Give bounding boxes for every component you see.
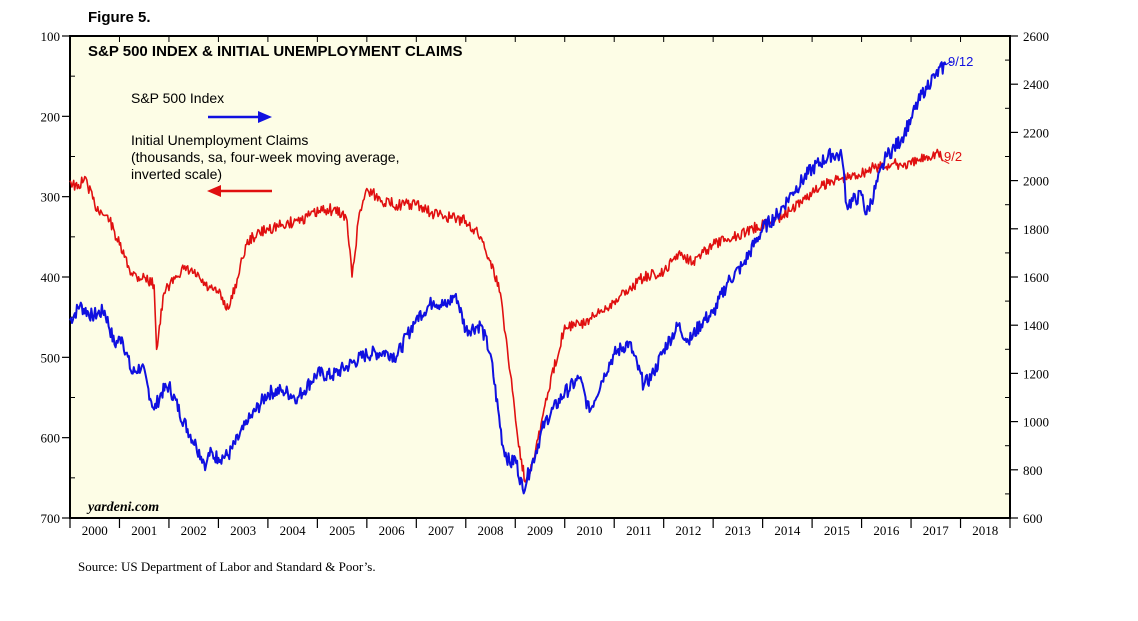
annotation-sp500-end: 9/12 <box>948 54 973 69</box>
sp500-end-leader <box>945 60 952 66</box>
source-note: Source: US Department of Labor and Stand… <box>78 559 376 574</box>
x-tick-label: 2010 <box>576 523 602 538</box>
right-tick-label: 1600 <box>1023 270 1049 285</box>
right-tick-label: 600 <box>1023 511 1043 526</box>
x-tick-label: 2000 <box>82 523 108 538</box>
x-tick-label: 2001 <box>131 523 157 538</box>
x-tick-label: 2003 <box>230 523 256 538</box>
left-tick-label: 100 <box>41 29 61 44</box>
legend-arrow-right-icon <box>208 111 272 123</box>
right-tick-label: 2000 <box>1023 174 1049 189</box>
right-tick-label: 2600 <box>1023 29 1049 44</box>
right-tick-label: 1000 <box>1023 415 1049 430</box>
claims-end-leader <box>942 160 950 164</box>
x-tick-label: 2013 <box>725 523 751 538</box>
right-tick-label: 1400 <box>1023 318 1049 333</box>
left-tick-label: 200 <box>41 109 61 124</box>
x-tick-label: 2015 <box>824 523 850 538</box>
series-line-claims <box>69 148 944 483</box>
x-tick-label: 2014 <box>774 523 801 538</box>
x-tick-label: 2008 <box>478 523 504 538</box>
chart-title: S&P 500 INDEX & INITIAL UNEMPLOYMENT CLA… <box>88 43 463 60</box>
right-tick-label: 2200 <box>1023 125 1049 140</box>
x-tick-label: 2007 <box>428 523 455 538</box>
right-axis: 600 800 1000 1200 1400 1600 1800 2000 2200 2400 26… <box>1005 29 1049 526</box>
left-tick-label: 600 <box>41 431 61 446</box>
left-axis: 100 200 300 400 500 600 700 <box>41 29 75 526</box>
legend-label-claims-3: inverted scale) <box>131 166 222 182</box>
figure-label: Figure 5. <box>88 9 151 26</box>
legend-label-sp500: S&P 500 Index <box>131 90 224 106</box>
legend-arrow-left-icon <box>207 185 272 197</box>
series-line-sp500 <box>69 61 947 495</box>
right-tick-label: 2400 <box>1023 77 1049 92</box>
right-tick-label: 1200 <box>1023 366 1049 381</box>
x-tick-label: 2006 <box>379 523 406 538</box>
left-tick-label: 300 <box>41 190 61 205</box>
right-tick-label: 800 <box>1023 463 1043 478</box>
left-tick-label: 700 <box>41 511 61 526</box>
x-tick-label: 2012 <box>675 523 701 538</box>
left-tick-label: 500 <box>41 350 61 365</box>
left-tick-label: 400 <box>41 270 61 285</box>
legend-label-claims-2: (thousands, sa, four-week moving average… <box>131 149 399 165</box>
axis-ticks <box>942 60 952 164</box>
annotation-claims-end: 9/2 <box>944 149 962 164</box>
x-tick-label: 2005 <box>329 523 355 538</box>
x-tick-label: 2017 <box>923 523 950 538</box>
x-tick-label: 2018 <box>972 523 998 538</box>
x-tick-label: 2011 <box>626 523 652 538</box>
legend: S&P 500 Index Initial Unemployment Claim… <box>131 90 399 197</box>
x-tick-label: 2009 <box>527 523 553 538</box>
x-axis: 2000 2001 2002 2003 2004 2005 2006 2007 2008 2009… <box>69 36 1011 538</box>
x-tick-label: 2016 <box>873 523 900 538</box>
right-tick-label: 1800 <box>1023 222 1049 237</box>
watermark: yardeni.com <box>86 500 159 515</box>
x-tick-label: 2002 <box>181 523 207 538</box>
legend-label-claims-1: Initial Unemployment Claims <box>131 132 308 148</box>
x-tick-label: 2004 <box>280 523 307 538</box>
